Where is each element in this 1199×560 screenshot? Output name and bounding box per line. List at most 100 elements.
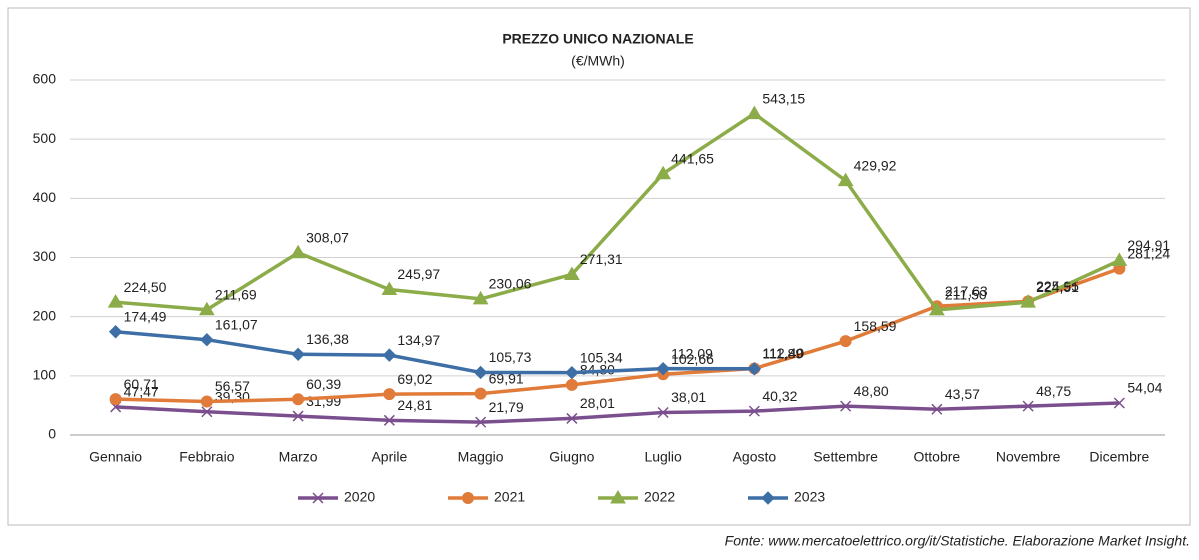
value-label: 308,07 — [306, 229, 349, 245]
y-tick-label: 0 — [48, 426, 56, 442]
value-label: 429,92 — [854, 157, 897, 173]
value-label: 217,63 — [945, 283, 988, 299]
marker — [837, 172, 854, 187]
value-label: 60,39 — [306, 376, 341, 392]
marker — [746, 105, 763, 120]
x-tick-label: Aprile — [371, 449, 407, 465]
value-label: 158,59 — [854, 318, 897, 334]
marker — [383, 414, 395, 426]
value-label: 105,73 — [489, 349, 532, 365]
series-line — [115, 111, 1121, 312]
marker — [383, 388, 396, 401]
value-label: 102,66 — [671, 351, 714, 367]
marker — [655, 165, 671, 180]
value-label: 47,47 — [124, 384, 159, 400]
y-tick-label: 500 — [33, 130, 57, 146]
value-label: 21,79 — [489, 399, 524, 415]
marker — [475, 416, 487, 428]
marker — [566, 412, 578, 424]
marker — [381, 281, 398, 295]
x-tick-label: Giugno — [549, 449, 594, 465]
marker — [564, 266, 580, 280]
value-label: 48,75 — [1036, 383, 1071, 399]
value-label: 224,50 — [124, 279, 167, 295]
marker — [565, 378, 578, 391]
legend-label: 2022 — [644, 489, 675, 505]
value-label: 56,57 — [215, 378, 250, 394]
marker — [840, 400, 852, 412]
value-label: 43,57 — [945, 386, 980, 402]
value-label: 281,24 — [1127, 245, 1170, 261]
value-label: 105,34 — [580, 349, 623, 365]
x-tick-label: Dicembre — [1089, 449, 1149, 465]
legend-marker — [761, 491, 775, 505]
x-tick-label: Settembre — [813, 449, 878, 465]
marker — [748, 405, 760, 417]
value-label: 271,31 — [580, 251, 623, 267]
marker — [291, 347, 305, 362]
value-label: 24,81 — [397, 397, 432, 413]
value-label: 38,01 — [671, 389, 706, 405]
marker — [107, 294, 124, 308]
marker — [200, 395, 213, 408]
marker — [382, 348, 397, 362]
value-label: 48,80 — [854, 383, 889, 399]
chart-title: PREZZO UNICO NAZIONALE — [502, 31, 693, 47]
marker — [109, 393, 122, 406]
chart-border — [7, 7, 1191, 526]
value-label: 211,69 — [215, 286, 257, 302]
y-tick-label: 400 — [33, 189, 57, 205]
marker — [199, 301, 215, 316]
value-label: 224,51 — [1036, 279, 1079, 295]
marker — [1111, 252, 1128, 267]
x-tick-label: Luglio — [644, 449, 682, 465]
marker — [565, 365, 579, 380]
marker — [1113, 397, 1125, 409]
source-note: Fonte: www.mercatoelettrico.org/it/Stati… — [725, 533, 1190, 549]
marker — [747, 362, 762, 376]
value-label: 543,15 — [762, 90, 805, 106]
series-line — [115, 330, 755, 375]
marker — [929, 301, 945, 316]
marker — [1020, 294, 1037, 308]
value-label: 40,32 — [762, 388, 797, 404]
marker — [656, 361, 670, 376]
series-line — [115, 266, 1120, 404]
x-tick-label: Novembre — [996, 449, 1061, 465]
value-label: 230,06 — [489, 276, 532, 292]
marker — [108, 325, 123, 339]
legend-label: 2020 — [344, 489, 375, 505]
x-tick-label: Maggio — [458, 449, 504, 465]
value-label: 211,50 — [945, 287, 987, 303]
value-label: 245,97 — [397, 266, 440, 282]
marker — [657, 406, 669, 419]
y-tick-label: 300 — [33, 248, 57, 264]
series-line — [115, 401, 1120, 424]
marker — [474, 387, 487, 400]
x-tick-label: Ottobre — [914, 449, 961, 465]
x-tick-label: Agosto — [733, 449, 777, 465]
legend-marker — [312, 492, 324, 504]
value-label: 174,49 — [124, 308, 167, 324]
marker — [839, 335, 852, 348]
legend-label: 2021 — [494, 489, 525, 505]
value-label: 294,91 — [1127, 237, 1170, 253]
value-label: 111,89 — [762, 346, 803, 362]
x-tick-label: Gennaio — [89, 449, 142, 465]
value-label: 69,02 — [397, 371, 432, 387]
x-tick-label: Febbraio — [179, 449, 234, 465]
marker — [201, 406, 213, 418]
y-tick-label: 600 — [33, 71, 57, 87]
marker — [472, 290, 489, 305]
marker — [1022, 400, 1034, 412]
value-label: 112,40 — [762, 345, 804, 361]
y-tick-label: 100 — [33, 367, 57, 383]
legend-label: 2023 — [794, 489, 825, 505]
value-label: 136,38 — [306, 331, 349, 347]
value-label: 441,65 — [671, 150, 714, 166]
legend-marker — [462, 492, 474, 504]
marker — [292, 410, 304, 422]
value-label: 161,07 — [215, 316, 258, 332]
